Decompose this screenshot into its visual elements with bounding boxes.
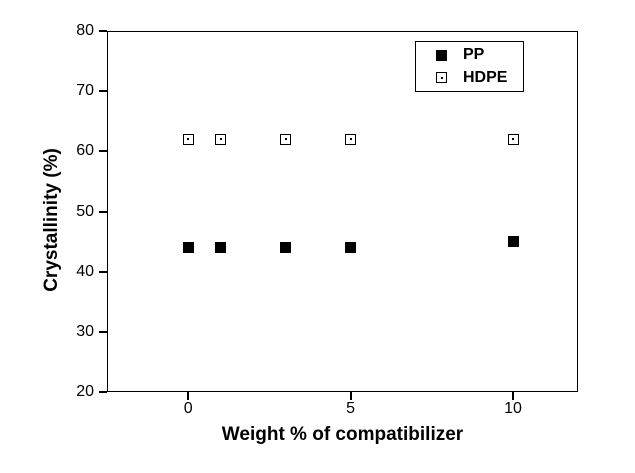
x-axis-tick-label: 10 xyxy=(504,400,522,417)
y-axis-tick xyxy=(99,150,107,153)
y-axis-tick-label: 70 xyxy=(76,82,94,100)
y-axis-tick-label: 30 xyxy=(76,322,94,340)
data-point-pp xyxy=(215,242,227,254)
data-point-hdpe xyxy=(182,133,194,145)
data-point-pp xyxy=(345,242,357,254)
open-square-marker-icon xyxy=(436,72,447,84)
y-axis-tick-label: 60 xyxy=(76,142,94,160)
y-axis-label: Crystallinity (%) xyxy=(41,148,62,292)
x-axis-tick xyxy=(349,392,352,400)
data-point-hdpe xyxy=(507,133,519,145)
y-axis-tick-label: 20 xyxy=(76,383,94,400)
plot-border xyxy=(107,31,578,392)
plot-area: PP HDPE 20 30 40 50 60 70 80 0 5 10 xyxy=(76,22,578,417)
data-point-pp xyxy=(280,242,292,254)
x-axis-tick xyxy=(187,392,190,400)
legend: PP HDPE xyxy=(415,41,524,92)
data-point-hdpe xyxy=(280,133,292,145)
x-axis-tick-label: 5 xyxy=(346,400,356,417)
x-axis-tick xyxy=(512,392,515,400)
legend-label-hdpe: HDPE xyxy=(463,68,508,86)
data-point-hdpe xyxy=(215,133,227,145)
y-axis-tick xyxy=(99,330,107,333)
y-axis-tick-label: 80 xyxy=(76,22,94,39)
y-axis-tick-label: 40 xyxy=(76,262,94,280)
y-axis-tick xyxy=(99,270,107,273)
data-point-pp xyxy=(507,236,519,248)
filled-square-marker-icon xyxy=(436,49,447,61)
y-axis-tick xyxy=(99,210,107,213)
data-point-pp xyxy=(182,242,194,254)
data-point-hdpe xyxy=(345,133,357,145)
legend-item-hdpe: HDPE xyxy=(436,69,523,87)
y-axis-tick-label: 50 xyxy=(76,202,94,220)
y-axis-tick xyxy=(99,90,107,93)
legend-label-pp: PP xyxy=(463,46,485,64)
x-axis-label: Weight % of compatibilizer xyxy=(221,424,464,445)
y-axis-tick xyxy=(99,391,107,393)
y-axis-tick xyxy=(99,30,107,32)
x-axis-tick-label: 0 xyxy=(183,400,193,417)
legend-item-pp: PP xyxy=(436,46,523,64)
